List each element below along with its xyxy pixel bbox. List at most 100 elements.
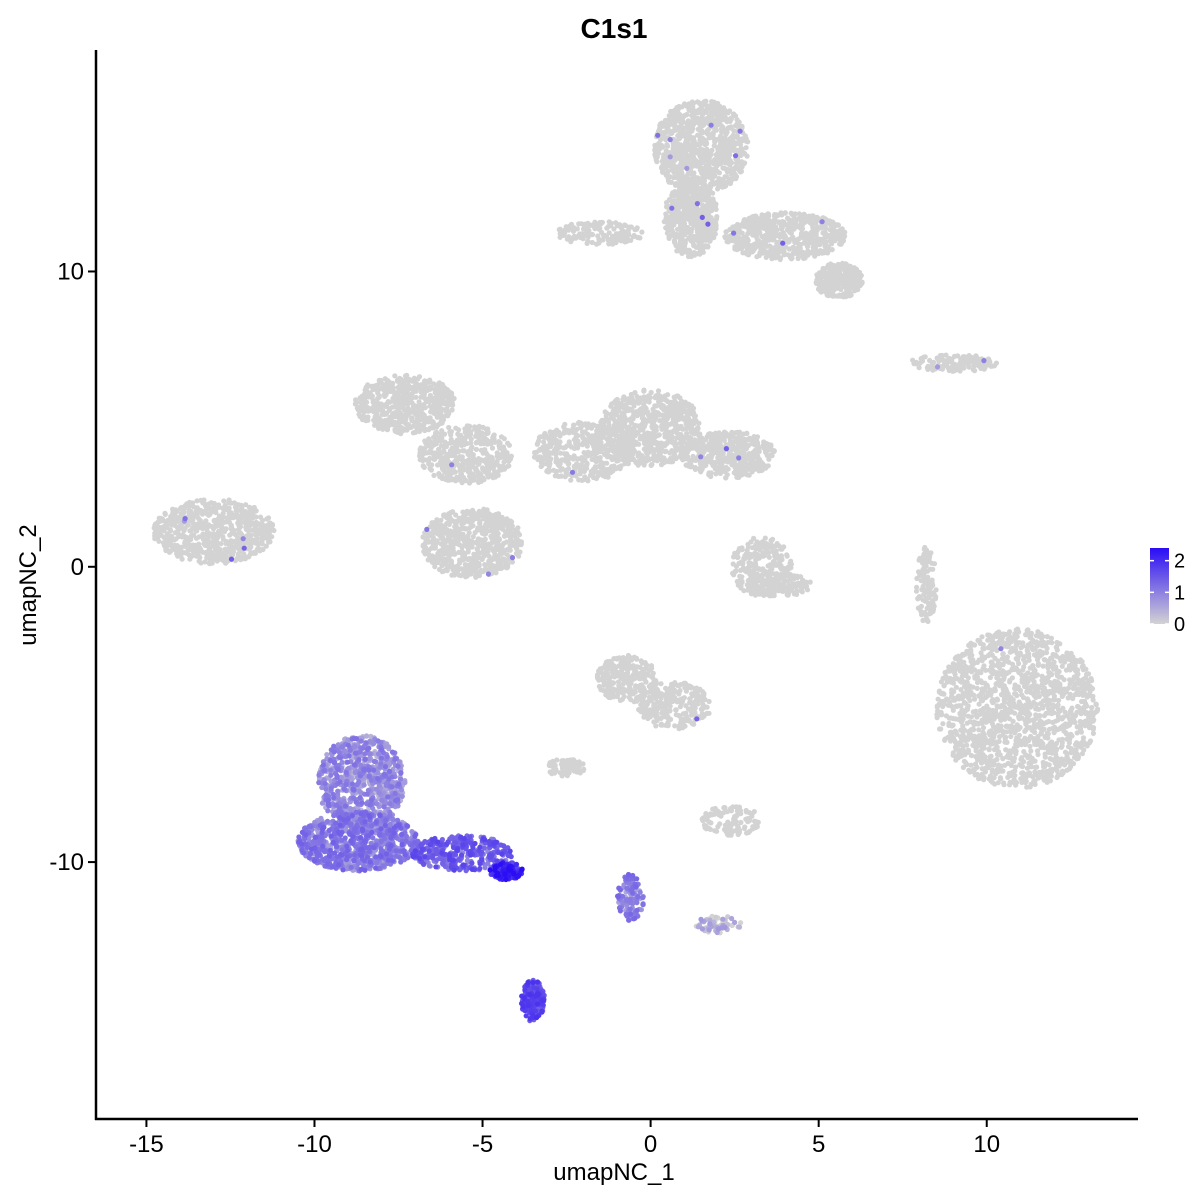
data-point bbox=[468, 440, 474, 446]
data-point bbox=[739, 159, 745, 165]
data-point bbox=[422, 445, 428, 451]
data-point bbox=[758, 242, 765, 248]
data-point bbox=[492, 521, 499, 527]
data-point bbox=[461, 534, 467, 541]
data-point bbox=[612, 437, 618, 444]
data-point bbox=[384, 426, 390, 432]
data-point bbox=[657, 146, 663, 152]
data-point bbox=[472, 465, 478, 471]
data-point bbox=[649, 461, 655, 468]
data-point bbox=[711, 224, 718, 230]
data-point bbox=[577, 468, 583, 474]
data-point bbox=[827, 282, 833, 288]
data-point bbox=[717, 141, 724, 148]
data-point bbox=[551, 429, 557, 435]
data-point bbox=[500, 526, 506, 532]
data-point bbox=[706, 155, 712, 161]
data-point bbox=[724, 151, 731, 157]
data-point bbox=[715, 159, 721, 165]
data-point bbox=[374, 387, 380, 393]
data-point bbox=[458, 456, 464, 462]
data-point bbox=[596, 240, 602, 246]
data-point bbox=[448, 432, 454, 438]
data-point bbox=[674, 208, 680, 214]
data-point bbox=[601, 233, 607, 239]
data-point bbox=[671, 222, 677, 228]
data-point bbox=[626, 224, 632, 230]
data-point bbox=[564, 472, 570, 478]
data-point bbox=[381, 392, 387, 398]
data-point bbox=[518, 539, 525, 545]
data-points bbox=[151, 98, 1101, 1024]
data-point bbox=[376, 394, 382, 400]
data-point bbox=[794, 239, 800, 245]
data-point bbox=[547, 434, 553, 440]
data-point bbox=[712, 168, 718, 174]
data-point bbox=[488, 562, 494, 568]
data-point bbox=[825, 220, 831, 226]
data-point bbox=[753, 214, 759, 220]
data-point bbox=[585, 231, 591, 237]
data-point bbox=[714, 214, 720, 220]
data-point bbox=[763, 254, 769, 260]
data-point bbox=[769, 228, 775, 234]
data-point bbox=[802, 236, 809, 242]
data-point bbox=[665, 175, 671, 181]
data-point bbox=[683, 249, 689, 255]
data-point bbox=[495, 540, 501, 546]
data-point bbox=[609, 401, 615, 407]
data-point bbox=[486, 456, 492, 462]
data-point bbox=[802, 255, 808, 261]
data-point bbox=[671, 198, 677, 204]
data-point bbox=[419, 454, 425, 460]
data-point bbox=[412, 410, 418, 416]
data-point bbox=[485, 545, 491, 551]
data-point bbox=[672, 146, 678, 152]
data-point bbox=[360, 396, 367, 402]
data-point bbox=[696, 224, 702, 231]
data-point bbox=[512, 539, 518, 545]
data-point bbox=[391, 421, 397, 428]
data-point bbox=[663, 397, 669, 403]
data-point bbox=[785, 227, 791, 233]
chart-title: C1s1 bbox=[581, 13, 648, 44]
data-point bbox=[424, 450, 430, 456]
data-point bbox=[761, 247, 767, 253]
data-point bbox=[534, 441, 540, 447]
data-point bbox=[830, 225, 837, 232]
data-point bbox=[728, 125, 734, 131]
data-point bbox=[691, 222, 697, 228]
data-point bbox=[745, 242, 751, 248]
data-point bbox=[557, 234, 563, 240]
data-point bbox=[777, 256, 783, 263]
data-point bbox=[475, 525, 481, 531]
data-point bbox=[474, 515, 481, 522]
data-point bbox=[715, 100, 721, 107]
data-point bbox=[532, 450, 538, 456]
data-point bbox=[731, 170, 737, 176]
data-point bbox=[562, 421, 568, 427]
data-point bbox=[427, 439, 433, 445]
data-point bbox=[697, 124, 703, 130]
data-point bbox=[450, 509, 456, 515]
data-point bbox=[473, 440, 479, 446]
data-point bbox=[470, 517, 476, 524]
data-point bbox=[838, 241, 844, 247]
data-point bbox=[558, 450, 564, 456]
data-point bbox=[608, 238, 614, 244]
data-point bbox=[451, 566, 458, 572]
data-point bbox=[439, 551, 445, 558]
data-point bbox=[591, 223, 597, 229]
data-point bbox=[675, 244, 681, 250]
data-point bbox=[834, 293, 841, 299]
data-point bbox=[661, 219, 667, 225]
data-point bbox=[807, 250, 813, 256]
data-point bbox=[438, 541, 444, 547]
data-point bbox=[394, 410, 400, 416]
data-point bbox=[691, 118, 697, 124]
data-point bbox=[779, 219, 786, 225]
data-point bbox=[821, 248, 827, 254]
data-point bbox=[778, 226, 784, 232]
data-point bbox=[456, 427, 462, 433]
data-point bbox=[422, 546, 428, 552]
